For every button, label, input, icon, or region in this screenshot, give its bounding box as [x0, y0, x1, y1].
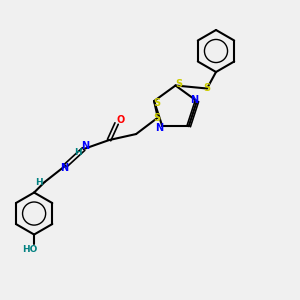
Text: H: H: [74, 148, 82, 157]
Text: HO: HO: [22, 245, 37, 254]
Text: N: N: [81, 141, 89, 151]
Text: N: N: [190, 94, 198, 104]
Text: N: N: [60, 163, 68, 173]
Text: H: H: [35, 178, 43, 187]
Text: O: O: [117, 115, 125, 125]
Text: N: N: [155, 123, 163, 133]
Text: S: S: [154, 113, 161, 123]
Text: S: S: [203, 83, 211, 94]
Text: S: S: [154, 98, 161, 107]
Text: S: S: [176, 79, 183, 89]
